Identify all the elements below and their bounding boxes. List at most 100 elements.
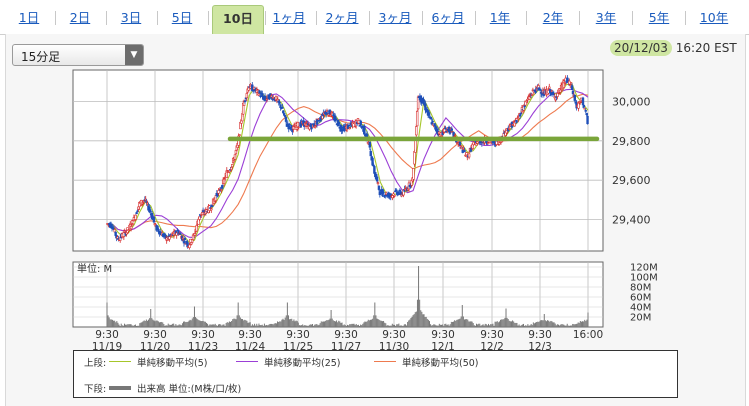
volume-bar <box>299 325 301 327</box>
candle-body <box>149 209 152 213</box>
interval-select[interactable]: 15分足 ▼ <box>12 44 144 66</box>
volume-bar <box>524 325 526 327</box>
volume-bar <box>317 325 319 327</box>
volume-bar <box>413 314 415 327</box>
volume-bar <box>578 322 580 327</box>
candle-body <box>444 127 447 130</box>
volume-bar <box>416 299 418 327</box>
candle-body <box>431 120 434 123</box>
volume-bar <box>267 325 269 327</box>
volume-bar <box>115 322 117 327</box>
candle-body <box>382 191 385 194</box>
volume-bar <box>281 319 283 327</box>
volume-bar <box>140 322 142 327</box>
volume-bar <box>315 324 317 327</box>
candle-body <box>412 168 415 180</box>
x-tick-time-8: 9:30 <box>480 329 504 341</box>
volume-bar <box>126 324 128 327</box>
legend-upper-label: 上段: <box>84 358 107 369</box>
candle-body <box>376 182 380 185</box>
legend-swatch-ma5 <box>109 361 131 362</box>
volume-bar <box>456 319 458 327</box>
legend-swatch-volume <box>109 386 131 390</box>
candle-body <box>217 190 220 194</box>
candle-body <box>463 150 466 153</box>
chevron-down-icon[interactable]: ▼ <box>125 45 143 65</box>
volume-bar <box>572 323 574 327</box>
candle-body <box>220 189 223 191</box>
tab-5[interactable]: 10日 <box>212 5 264 34</box>
volume-bar <box>584 319 586 327</box>
tab-12[interactable]: 3年 <box>595 10 617 25</box>
volume-bar <box>559 325 561 327</box>
period-tab-bar: 1日 2日 3日 5日 10日 1ヶ月 2ヶ月 3ヶ月 6ヶ月 1年 2年 3年 5年 10年 <box>0 0 749 35</box>
tab-14[interactable]: 10年 <box>699 10 729 25</box>
volume-bar <box>268 324 270 327</box>
tab-7[interactable]: 2ヶ月 <box>325 10 359 25</box>
x-tick-time-9: 9:30 <box>528 329 552 341</box>
volume-bar <box>489 325 491 327</box>
tab-13[interactable]: 5年 <box>648 10 670 25</box>
tab-3[interactable]: 3日 <box>120 10 142 25</box>
tab-4[interactable]: 5日 <box>171 10 193 25</box>
volume-bar <box>338 320 340 327</box>
interval-select-value: 15分足 <box>21 50 61 64</box>
volume-bar <box>138 325 140 327</box>
volume-bar <box>184 321 186 327</box>
volume-bar <box>242 319 244 327</box>
volume-bar <box>312 324 314 327</box>
volume-bar <box>344 325 346 327</box>
tab-10[interactable]: 1年 <box>489 10 511 25</box>
volume-bar <box>132 325 134 327</box>
volume-bar <box>273 323 275 327</box>
candle-body <box>523 105 526 108</box>
volume-bar <box>196 318 198 327</box>
tab-11[interactable]: 2年 <box>542 10 564 25</box>
volume-bar <box>195 317 197 327</box>
volume-bar <box>246 320 248 327</box>
volume-bar <box>480 325 482 327</box>
volume-bar <box>325 320 327 327</box>
tab-8[interactable]: 3ヶ月 <box>378 10 412 25</box>
candle-body <box>225 170 228 178</box>
tab-1[interactable]: 1日 <box>18 10 40 25</box>
volume-bar <box>433 324 435 327</box>
volume-bar <box>336 320 338 327</box>
volume-plot-area <box>72 261 604 328</box>
tab-separator <box>157 11 158 25</box>
volume-bar <box>301 325 303 327</box>
volume-bar <box>473 325 475 327</box>
volume-bar <box>208 325 210 327</box>
volume-bar <box>218 324 220 327</box>
volume-bar <box>155 320 157 327</box>
candle-body <box>569 82 573 85</box>
volume-bar <box>297 322 299 327</box>
volume-bar <box>202 320 204 327</box>
volume-bar <box>355 323 357 327</box>
volume-bar <box>566 323 568 327</box>
volume-bar <box>345 325 347 327</box>
volume-bar <box>414 312 416 327</box>
volume-bar <box>193 306 195 327</box>
volume-bar <box>401 325 403 327</box>
volume-bar <box>463 319 465 327</box>
volume-bar <box>221 325 223 327</box>
volume-bar <box>428 321 430 327</box>
volume-bar <box>394 324 396 327</box>
volume-bar <box>543 314 545 327</box>
volume-bar <box>113 320 115 327</box>
volume-bar <box>207 323 209 327</box>
candle-body <box>415 126 418 136</box>
volume-bar <box>187 321 189 327</box>
volume-bar <box>205 322 207 327</box>
tab-9[interactable]: 6ヶ月 <box>431 10 465 25</box>
volume-bar <box>458 319 460 327</box>
volume-bar <box>568 325 570 327</box>
volume-bar <box>106 302 108 327</box>
volume-bar <box>577 322 579 327</box>
tab-6[interactable]: 1ヶ月 <box>272 10 306 25</box>
tab-2[interactable]: 2日 <box>69 10 91 25</box>
volume-bar <box>519 325 521 327</box>
candle-body <box>243 100 247 103</box>
volume-bar <box>583 321 585 327</box>
